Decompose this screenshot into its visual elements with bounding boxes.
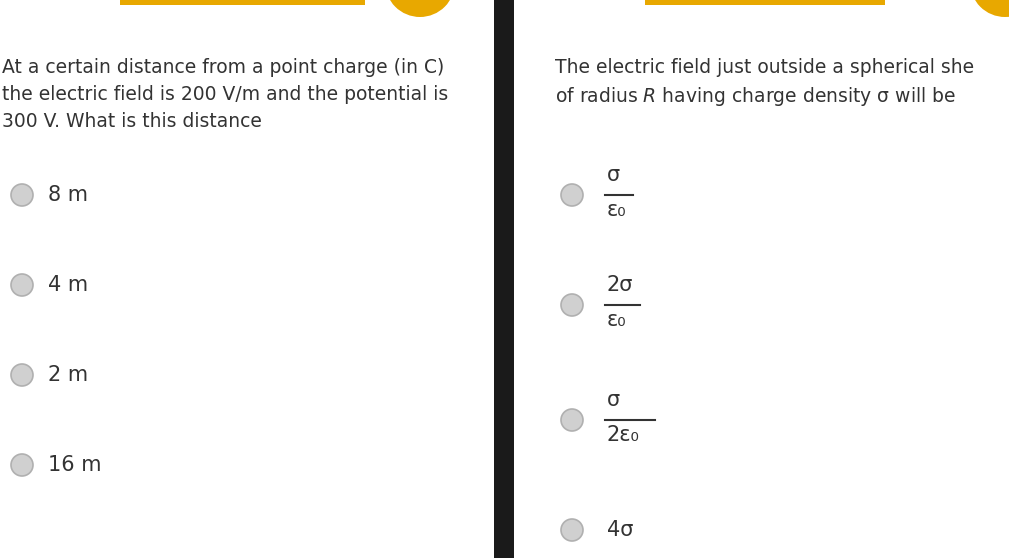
Text: ε₀: ε₀ (607, 310, 627, 330)
Text: 4 m: 4 m (48, 275, 88, 295)
Text: σ: σ (607, 165, 621, 185)
Circle shape (561, 184, 583, 206)
Bar (645, 0, 885, 5)
Text: σ: σ (607, 390, 621, 410)
Text: 300 V. What is this distance: 300 V. What is this distance (2, 112, 262, 131)
Text: 2ε₀: 2ε₀ (607, 425, 640, 445)
Text: 2 m: 2 m (48, 365, 88, 385)
Text: 4σ: 4σ (607, 520, 634, 540)
Circle shape (561, 519, 583, 541)
Text: At a certain distance from a point charge (in C): At a certain distance from a point charg… (2, 58, 444, 77)
Text: 8 m: 8 m (48, 185, 88, 205)
Text: 2σ: 2σ (607, 275, 634, 295)
Text: of radius $R$ having charge density σ will be: of radius $R$ having charge density σ wi… (555, 85, 957, 108)
Bar (494, 0, 514, 558)
Bar (120, 0, 365, 5)
Circle shape (11, 184, 33, 206)
Circle shape (561, 294, 583, 316)
Text: ε₀: ε₀ (607, 200, 627, 220)
Circle shape (970, 0, 1009, 17)
Circle shape (11, 364, 33, 386)
Circle shape (11, 454, 33, 476)
Text: The electric field just outside a spherical she: The electric field just outside a spheri… (555, 58, 974, 77)
Circle shape (385, 0, 455, 17)
Text: 16 m: 16 m (48, 455, 102, 475)
Text: the electric field is 200 V/m and the potential is: the electric field is 200 V/m and the po… (2, 85, 448, 104)
Circle shape (11, 274, 33, 296)
Circle shape (561, 409, 583, 431)
